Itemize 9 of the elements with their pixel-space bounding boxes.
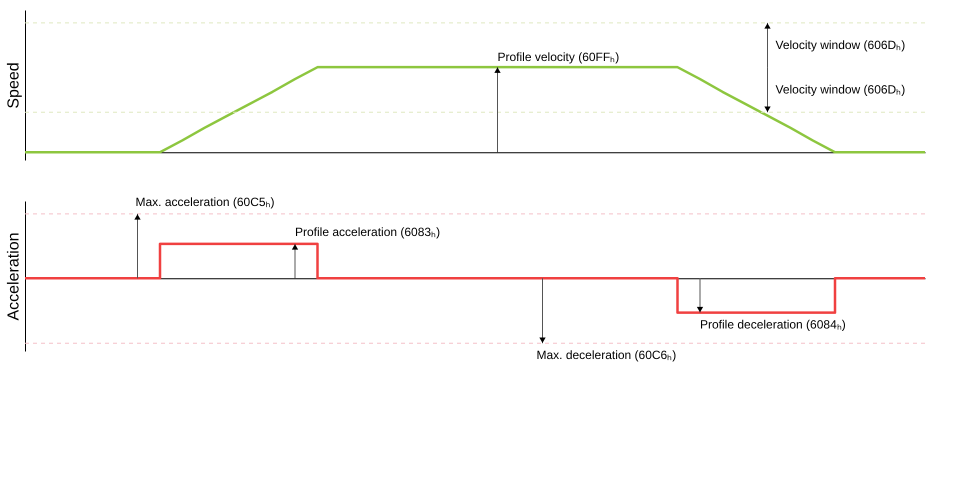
annotation: Max. acceleration (60C5ₕ) xyxy=(136,194,275,209)
text: Profile acceleration (6083ₕ) xyxy=(295,224,440,239)
annotation: Velocity window (606Dₕ) xyxy=(776,82,906,97)
annotation: Profile velocity (60FFₕ) xyxy=(498,50,620,64)
y-axis-title: Acceleration xyxy=(6,232,22,321)
y-axis-title: Speed xyxy=(6,62,22,109)
annotation: Profile deceleration (6084ₕ) xyxy=(700,318,846,332)
annotation: Velocity window (606Dₕ) xyxy=(776,38,906,52)
annotation: Max. deceleration (60C6ₕ) xyxy=(536,348,676,362)
